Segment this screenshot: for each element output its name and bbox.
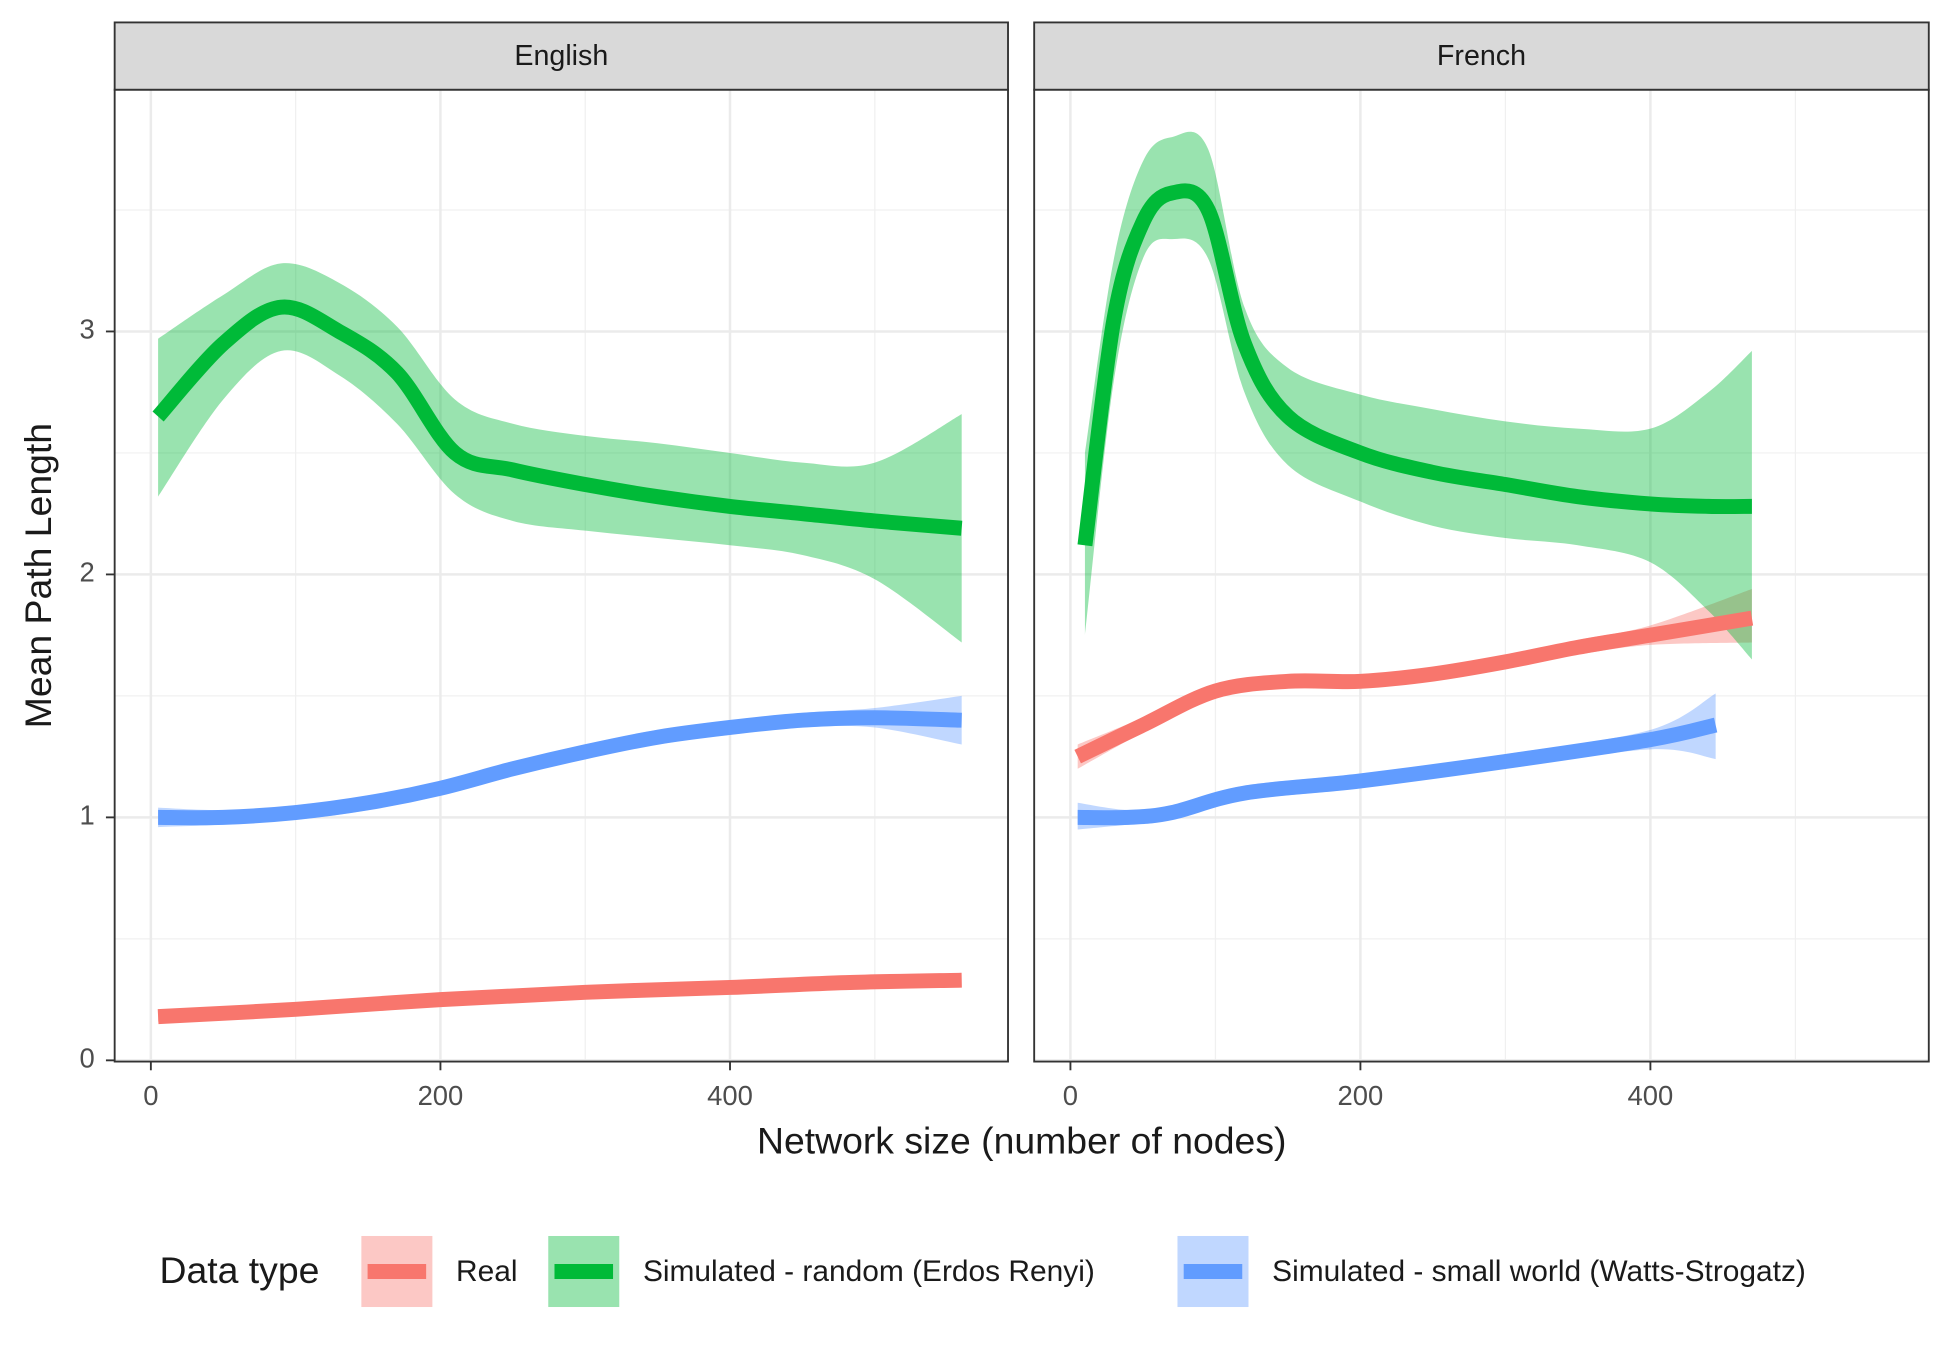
smooth-line xyxy=(1077,183,1752,547)
y-tick-label: 0 xyxy=(79,1043,94,1074)
legend-label: Real xyxy=(456,1255,517,1288)
legend-label: Simulated - random (Erdos Renyi) xyxy=(643,1255,1095,1288)
y-tick-label: 1 xyxy=(79,800,94,831)
strip-label: English xyxy=(514,40,608,72)
legend-title: Data type xyxy=(160,1249,320,1291)
smooth-line xyxy=(158,710,962,826)
x-tick-label: 200 xyxy=(1338,1080,1384,1111)
smooth-line xyxy=(1074,610,1754,764)
x-axis-title: Network size (number of nodes) xyxy=(757,1120,1286,1162)
strip-label: French xyxy=(1437,40,1526,72)
x-tick-label: 200 xyxy=(418,1080,464,1111)
legend-label: Simulated - small world (Watts-Strogatz) xyxy=(1272,1255,1806,1288)
smooth-line xyxy=(157,972,962,1025)
x-tick-label: 400 xyxy=(1628,1080,1674,1111)
y-axis-title: Mean Path Length xyxy=(17,423,59,728)
y-tick-label: 2 xyxy=(79,557,94,588)
smooth-line xyxy=(1077,717,1718,826)
confidence-band xyxy=(158,263,962,643)
y-tick-label: 3 xyxy=(79,314,94,345)
strip xyxy=(113,21,1009,91)
strip xyxy=(1033,21,1930,91)
x-tick-label: 400 xyxy=(707,1080,753,1111)
smooth-line xyxy=(152,299,963,536)
confidence-band xyxy=(1084,131,1752,660)
x-tick-label: 0 xyxy=(143,1080,158,1111)
x-tick-label: 0 xyxy=(1063,1080,1078,1111)
